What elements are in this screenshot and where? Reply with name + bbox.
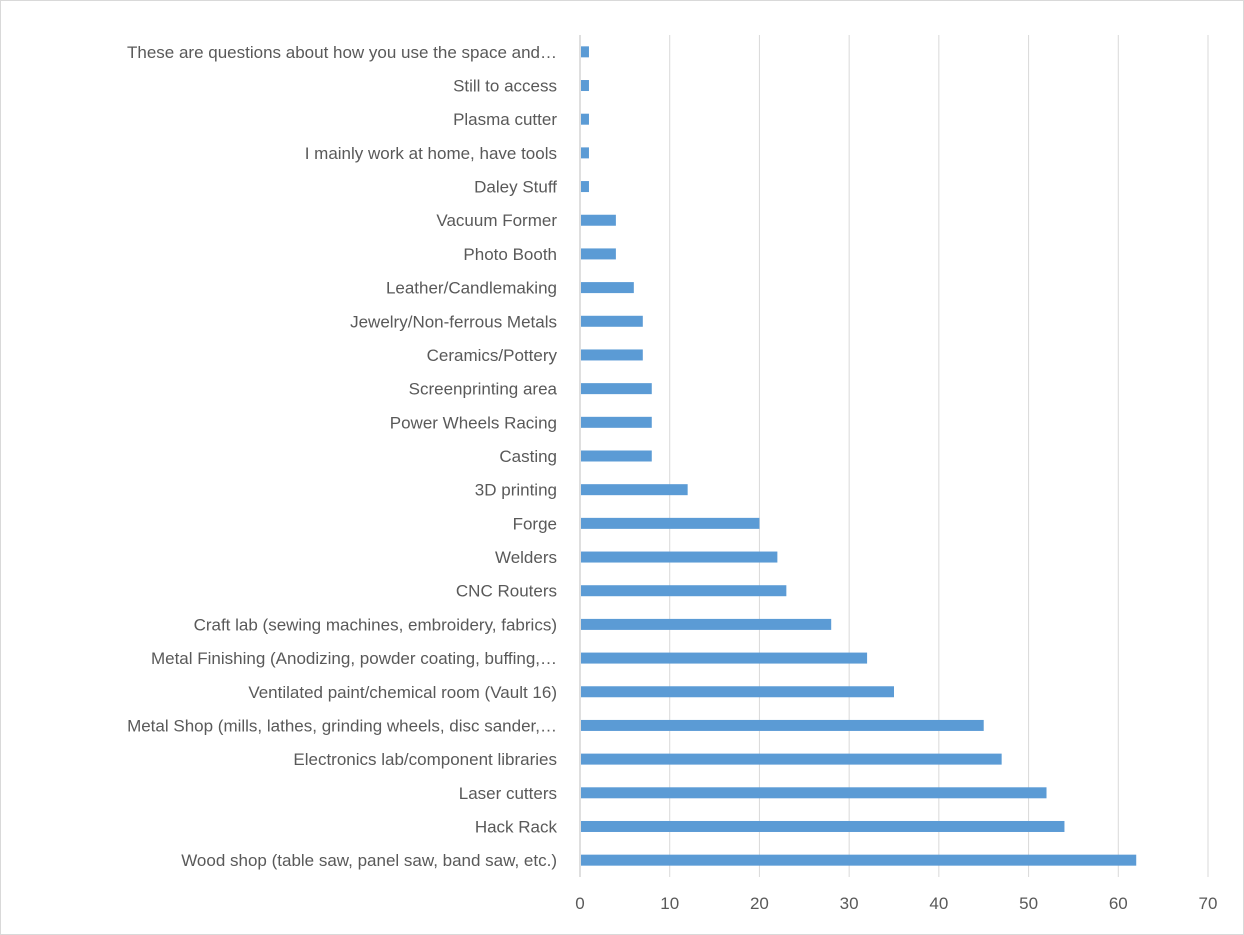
category-label: Ventilated paint/chemical room (Vault 16… <box>248 683 557 702</box>
bar <box>581 80 589 92</box>
bar <box>581 248 616 260</box>
bar <box>581 416 652 428</box>
tick-labels: 0 10 20 30 40 50 60 70 <box>575 894 1217 913</box>
category-label: Casting <box>499 447 557 466</box>
category-label: Electronics lab/component libraries <box>293 750 557 769</box>
bar <box>581 315 643 327</box>
category-label: These are questions about how you use th… <box>127 43 557 62</box>
bar <box>581 652 868 664</box>
bar <box>581 820 1065 832</box>
bar <box>581 46 589 58</box>
category-label: Leather/Candlemaking <box>386 279 557 298</box>
category-label: Screenprinting area <box>409 380 558 399</box>
bar <box>581 282 634 294</box>
category-label: Wood shop (table saw, panel saw, band sa… <box>181 851 557 870</box>
x-tick-label: 60 <box>1109 894 1128 913</box>
category-label: I mainly work at home, have tools <box>305 144 557 163</box>
x-tick-label: 30 <box>840 894 859 913</box>
x-tick-label: 50 <box>1019 894 1038 913</box>
gridlines <box>669 35 1209 877</box>
bar <box>581 686 894 698</box>
bar <box>581 618 832 630</box>
bar <box>581 349 643 361</box>
category-label: Vacuum Former <box>436 211 557 230</box>
x-tick-label: 20 <box>750 894 769 913</box>
bar <box>581 147 589 159</box>
bar <box>581 854 1137 866</box>
category-label: Ceramics/Pottery <box>427 346 558 365</box>
bar <box>581 517 760 529</box>
bar <box>581 753 1002 765</box>
bar <box>581 585 787 597</box>
bar <box>581 214 616 226</box>
category-label: Forge <box>513 514 557 533</box>
category-label: Still to access <box>453 77 557 96</box>
bars <box>581 46 1137 866</box>
category-label: Daley Stuff <box>474 178 557 197</box>
category-label: CNC Routers <box>456 582 557 601</box>
bar <box>581 383 652 395</box>
category-label: Craft lab (sewing machines, embroidery, … <box>194 615 557 634</box>
category-label: 3D printing <box>475 481 557 500</box>
category-label: Jewelry/Non-ferrous Metals <box>350 312 557 331</box>
category-labels: Wood shop (table saw, panel saw, band sa… <box>127 43 558 870</box>
category-label: Laser cutters <box>459 784 557 803</box>
bar <box>581 450 652 462</box>
category-label: Power Wheels Racing <box>390 413 557 432</box>
x-tick-label: 0 <box>575 894 584 913</box>
category-label: Plasma cutter <box>453 110 557 129</box>
x-tick-label: 70 <box>1199 894 1218 913</box>
category-label: Welders <box>495 548 557 567</box>
bar <box>581 181 589 193</box>
category-label: Photo Booth <box>463 245 557 264</box>
bar <box>581 787 1047 799</box>
bar <box>581 113 589 125</box>
x-tick-label: 40 <box>929 894 948 913</box>
bar <box>581 719 984 731</box>
category-label: Metal Shop (mills, lathes, grinding whee… <box>127 716 557 735</box>
x-tick-label: 10 <box>660 894 679 913</box>
bar <box>581 484 688 496</box>
category-label: Hack Rack <box>475 817 558 836</box>
bar <box>581 551 778 563</box>
category-label: Metal Finishing (Anodizing, powder coati… <box>151 649 557 668</box>
